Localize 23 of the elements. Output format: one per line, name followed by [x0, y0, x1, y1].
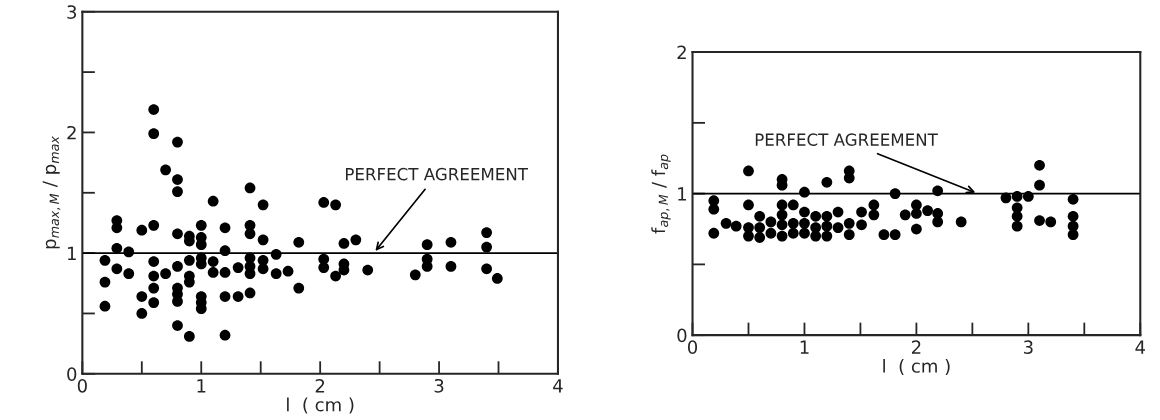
- x-tick-label: 3: [1023, 340, 1033, 354]
- x-tick-label: 3: [434, 378, 444, 393]
- x-tick-label: 4: [1135, 340, 1146, 354]
- y-axis-title: p$_{max,M}$ / p$_{max}$: [42, 136, 61, 249]
- x-tick-label: 0: [77, 378, 87, 393]
- y-tick-label: 1: [678, 187, 686, 201]
- y-tick-label: 0: [67, 367, 77, 381]
- x-tick-label: 0: [687, 340, 698, 354]
- y-tick-label: 2: [677, 45, 686, 59]
- annotation: PERFECT AGREEMENT: [755, 133, 938, 146]
- annotation: PERFECT AGREEMENT: [345, 167, 529, 181]
- x-tick-label: 2: [911, 340, 921, 354]
- y-tick-label: 2: [67, 125, 76, 140]
- x-tick-label: 1: [197, 379, 206, 393]
- x-tick-label: 1: [800, 340, 809, 354]
- x-tick-label: 2: [315, 378, 325, 393]
- y-tick-label: 1: [67, 246, 76, 260]
- y-tick-label: 3: [67, 5, 77, 19]
- x-axis-title: l ( cm ): [883, 358, 950, 375]
- y-tick-label: 0: [677, 328, 687, 343]
- y-axis-title: f$_{ap,M}$ / f$_{ap}$: [651, 154, 671, 234]
- x-axis-title: l ( cm ): [287, 397, 354, 414]
- x-tick-label: 4: [553, 379, 563, 393]
